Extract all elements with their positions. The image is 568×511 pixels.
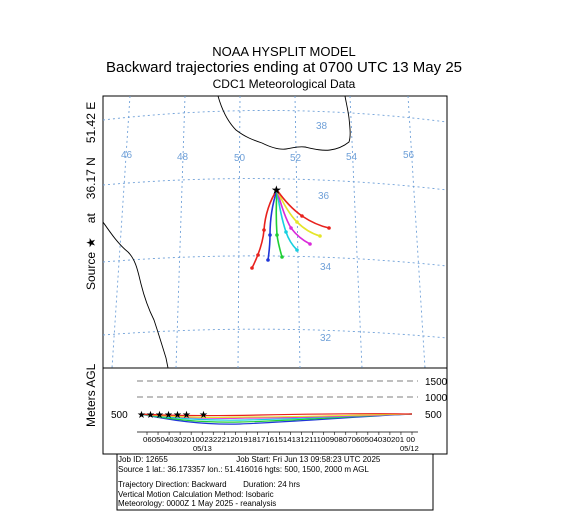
date-right: 05/12 (400, 444, 419, 453)
svg-text:★: ★ (146, 410, 155, 421)
time-tick-labels: 0605040302010023222120191817161514131211… (143, 435, 415, 444)
level-label-1000: 1000 (425, 393, 448, 404)
date-left: 05/13 (193, 444, 212, 453)
source-coordinates: Source 1 lat.: 36.173357 lon.: 51.416016… (118, 464, 369, 474)
meteorology-info: Meteorology: 0000Z 1 May 2025 - reanalys… (118, 499, 277, 508)
lat-label-36: 36 (318, 191, 330, 202)
lat-label-34: 34 (320, 262, 332, 273)
svg-text:★: ★ (155, 410, 164, 421)
caspian-south-coast (217, 95, 351, 151)
vertical-trajectories (139, 412, 413, 425)
svg-text:★: ★ (137, 410, 146, 421)
lon-label-56: 56 (403, 150, 415, 161)
western-border (102, 221, 169, 369)
map-frame (102, 95, 448, 369)
lat-label-38: 38 (316, 121, 328, 132)
time-axis-ticks (146, 432, 413, 435)
map-grid (102, 95, 448, 369)
lon-label-46: 46 (121, 150, 133, 161)
trajectory-markers (250, 214, 331, 270)
lon-label-52: 52 (290, 153, 302, 164)
job-info-panel: Job ID: 12655 Job Start: Fri Jun 13 09:5… (118, 455, 380, 509)
trajectory-duration: Duration: 24 hrs (243, 480, 301, 489)
trajectory-subtitle: Backward trajectories ending at 0700 UTC… (105, 59, 462, 76)
level-lines (137, 380, 418, 398)
meteorological-data-label: CDC1 Meteorological Data (212, 77, 356, 91)
trajectory-direction: Trajectory Direction: Backward (118, 480, 227, 489)
trajectory-blue (267, 189, 278, 261)
lon-label-54: 54 (346, 152, 358, 163)
lon-label-48: 48 (177, 152, 189, 163)
vertical-stars: ★ ★ ★ ★ ★ ★ ★ (137, 410, 208, 421)
job-id: Job ID: 12655 (118, 455, 168, 464)
model-title: NOAA HYSPLIT MODEL (212, 44, 356, 59)
job-start: Job Start: Fri Jun 13 09:58:23 UTC 2025 (236, 455, 381, 464)
vertical-motion-method: Vertical Motion Calculation Method: Isob… (118, 489, 274, 499)
source-star-icon: ★ (271, 183, 282, 197)
lon-label-50: 50 (234, 153, 246, 164)
info-box-frame (116, 453, 434, 511)
coastlines (102, 95, 351, 369)
left-level-label-500: 500 (111, 410, 128, 421)
level-label-500: 500 (425, 410, 442, 421)
lat-label-32: 32 (320, 333, 332, 344)
level-label-1500: 1500 (425, 377, 448, 388)
svg-text:★: ★ (164, 410, 173, 421)
svg-text:★: ★ (173, 410, 182, 421)
svg-text:★: ★ (199, 410, 208, 421)
svg-text:★: ★ (182, 410, 191, 421)
